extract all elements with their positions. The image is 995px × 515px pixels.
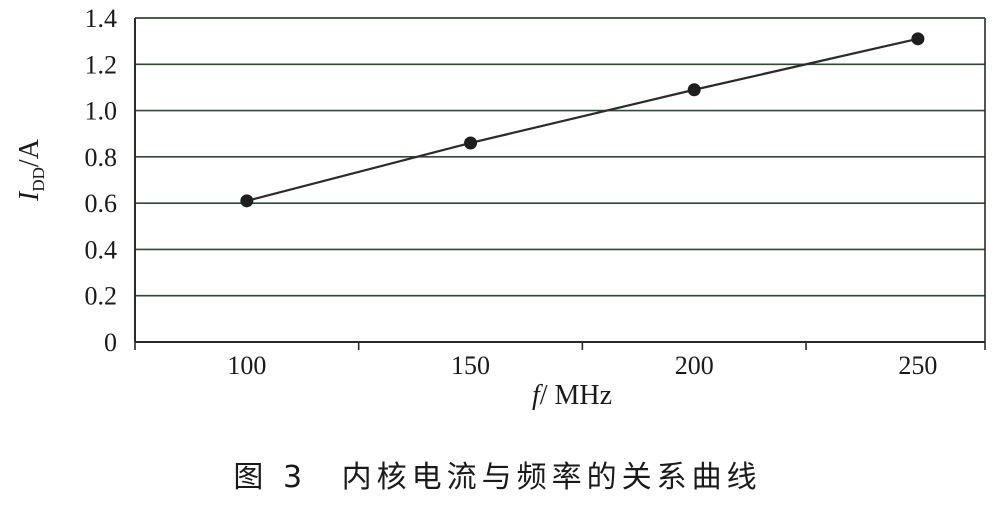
figure-caption: 图 3 内核电流与频率的关系曲线 xyxy=(0,452,995,496)
x-axis-symbol: f xyxy=(532,380,543,411)
y-axis-label: IDD/A xyxy=(14,138,48,202)
data-point xyxy=(687,83,701,97)
y-tick-label: 0.6 xyxy=(85,189,118,218)
y-tick-label: 0.8 xyxy=(85,143,118,172)
x-axis-label: f/ MHz xyxy=(532,380,612,411)
grid-lines xyxy=(135,17,985,297)
x-tick-label: 150 xyxy=(451,351,490,380)
figure-number: 图 3 xyxy=(233,460,308,495)
figure-title: 内核电流与频率的关系曲线 xyxy=(341,460,762,495)
y-axis-unit: /A xyxy=(14,138,45,167)
x-axis-unit: / MHz xyxy=(540,380,612,411)
y-tick-label: 0.4 xyxy=(85,235,118,264)
y-tick-label: 1.4 xyxy=(85,4,118,33)
y-axis-symbol: I xyxy=(14,190,45,202)
x-tick-label: 100 xyxy=(227,351,266,380)
axes xyxy=(134,17,986,350)
x-tick-labels: 100 150 200 250 xyxy=(227,351,937,380)
series-line xyxy=(246,37,919,202)
data-point xyxy=(911,32,925,46)
data-point xyxy=(240,194,254,208)
data-point xyxy=(464,136,478,150)
y-axis-subscript: DD xyxy=(29,167,48,192)
x-tick-label: 250 xyxy=(898,351,937,380)
y-tick-label: 1.2 xyxy=(85,50,118,79)
x-tick-label: 200 xyxy=(675,351,714,380)
series-group xyxy=(240,32,925,208)
y-tick-label: 0 xyxy=(104,328,117,357)
y-tick-labels: 0 0.2 0.4 0.6 0.8 1.0 1.2 1.4 xyxy=(85,4,118,357)
y-tick-label: 1.0 xyxy=(85,97,118,126)
y-tick-label: 0.2 xyxy=(85,282,118,311)
